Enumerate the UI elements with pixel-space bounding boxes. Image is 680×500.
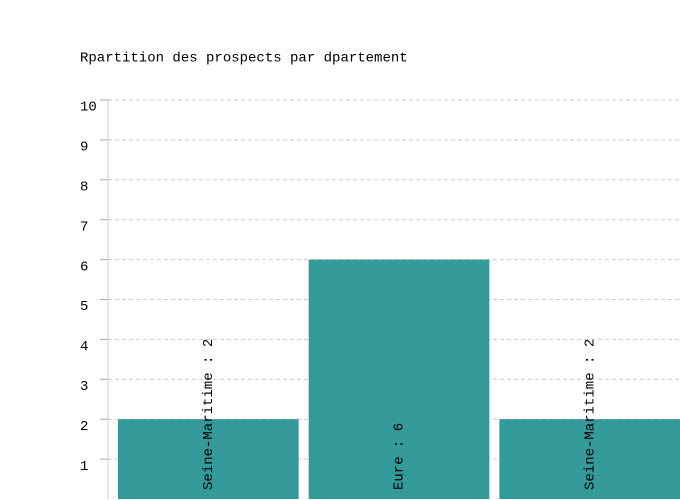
data-label: Seine-Maritime : 2	[201, 339, 217, 490]
y-tick-label: 10	[80, 100, 97, 116]
y-tick-label: 3	[80, 379, 88, 395]
y-tick-label: 5	[80, 299, 88, 315]
y-tick-label: 6	[80, 259, 88, 275]
y-tick-label: 8	[80, 180, 88, 196]
y-tick-label: 9	[80, 140, 88, 156]
bar	[118, 419, 299, 499]
y-tick-label: 4	[80, 339, 88, 355]
data-label: Eure : 6	[392, 423, 408, 490]
chart-title: Rpartition des prospects par dpartement	[80, 51, 408, 67]
y-tick-label: 1	[80, 459, 88, 475]
y-tick-label: 7	[80, 219, 88, 235]
data-label: Seine-Maritime : 2	[582, 339, 598, 490]
bar	[308, 259, 490, 499]
y-tick-label: 2	[80, 419, 88, 435]
bar	[499, 419, 680, 499]
